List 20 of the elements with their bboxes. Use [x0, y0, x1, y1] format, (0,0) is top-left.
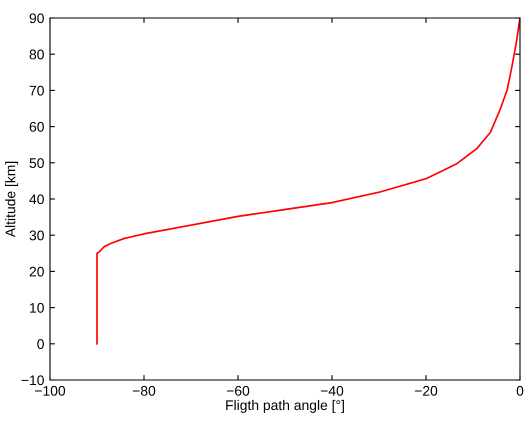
y-tick-label: 10 [30, 302, 44, 313]
y-tick-label: 30 [30, 230, 44, 240]
x-tick-label: 0 [516, 386, 524, 396]
y-tick-label: 50 [30, 158, 44, 168]
y-tick-label: 60 [30, 122, 44, 132]
y-tick-label: 40 [29, 194, 44, 204]
x-tick-label: −40 [320, 386, 344, 396]
y-axis-title: Altitude [km] [5, 162, 18, 238]
y-tick-label: 20 [30, 266, 44, 277]
x-axis-title: Fligth path angle [°] [226, 400, 344, 413]
y-tick-label: 80 [30, 50, 44, 60]
x-tick-label: −100 [35, 386, 66, 396]
y-tick-label: 70 [30, 86, 44, 96]
line-series [96, 18, 520, 345]
x-tick-label: −80 [132, 386, 156, 396]
x-tick-label: −20 [414, 386, 438, 396]
y-tick-label: 0 [37, 339, 44, 349]
x-tick-label: −60 [226, 386, 250, 396]
y-tick-label: 90 [30, 13, 44, 24]
y-tick-label: −10 [22, 375, 44, 386]
